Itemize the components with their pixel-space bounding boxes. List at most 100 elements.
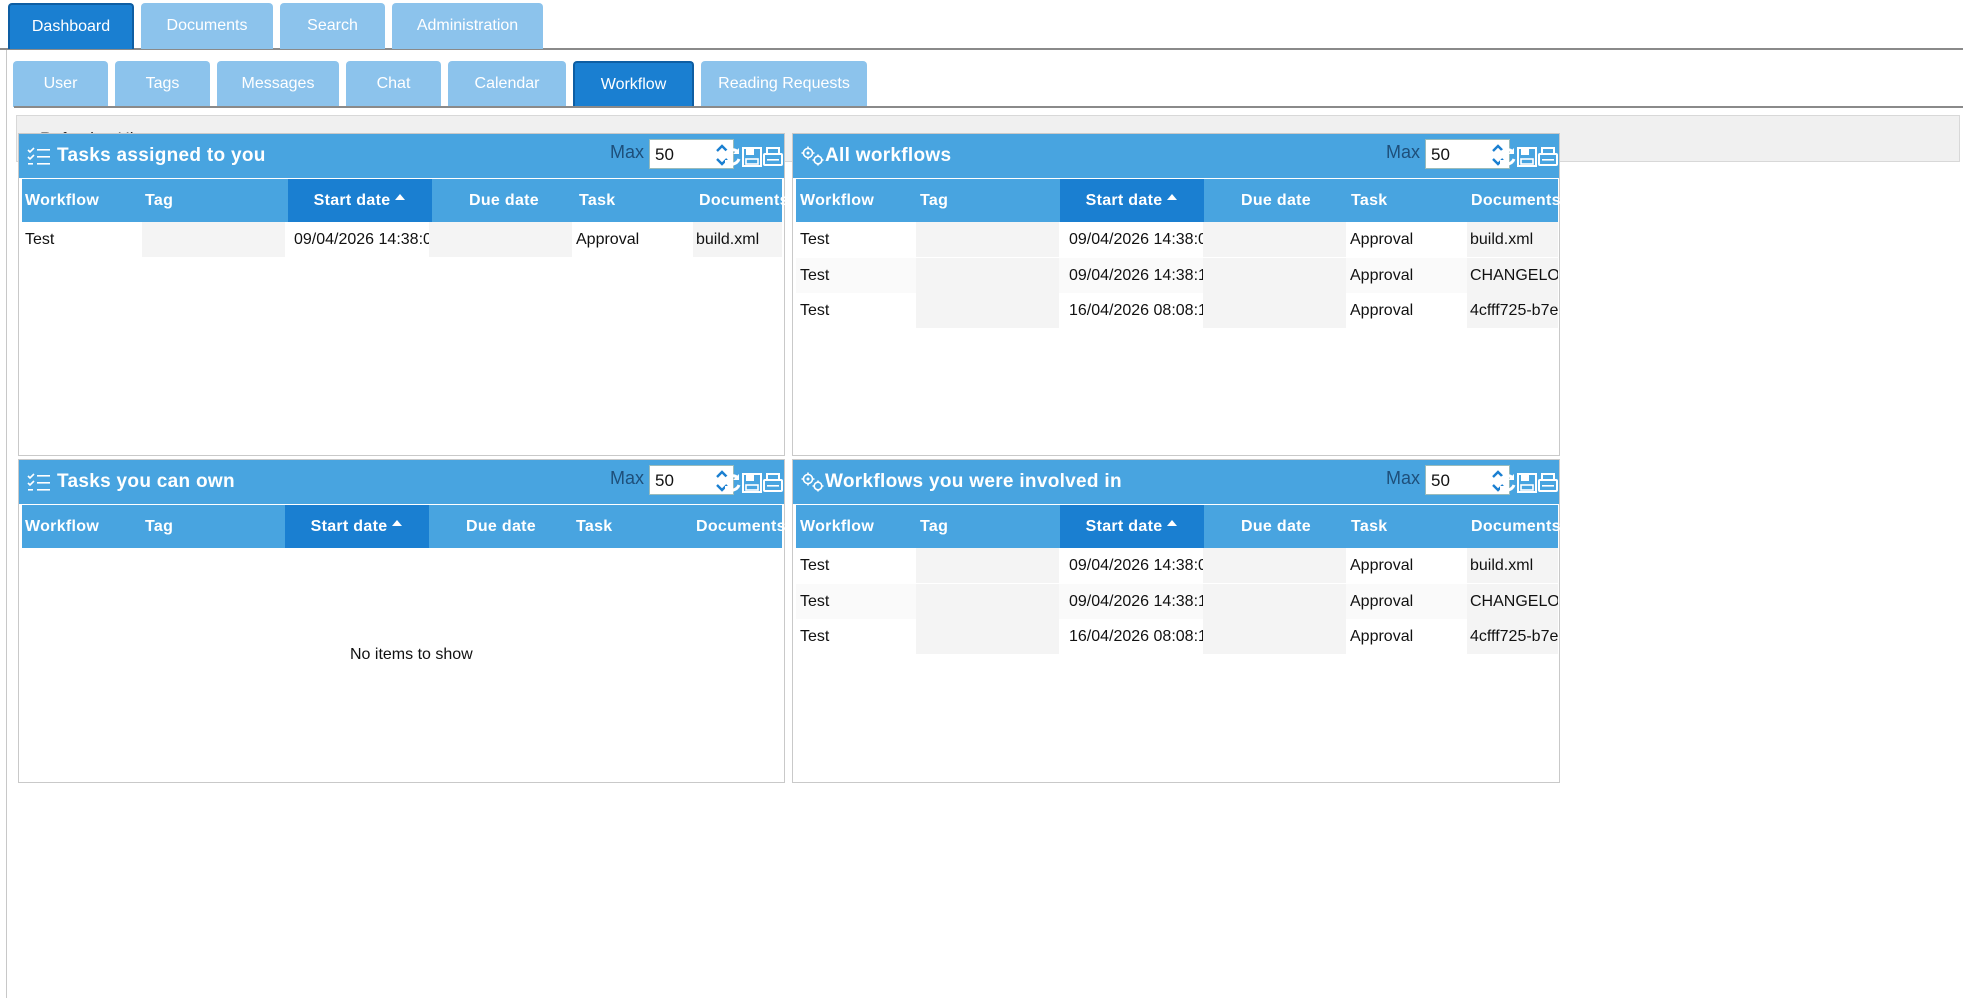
tab-administration[interactable]: Administration	[392, 3, 543, 49]
column-tag[interactable]: Tag	[920, 517, 949, 535]
cell-documents: 4cfff725-b7ee-	[1467, 619, 1558, 654]
max-value: 50	[1431, 145, 1450, 164]
cell-start-date: 09/04/2026 14:38:14	[1069, 592, 1209, 610]
max-stepper[interactable]: 50	[1425, 139, 1510, 169]
column-start-date[interactable]: Start date	[285, 505, 429, 548]
cell-start-date: 09/04/2026 14:38:14	[1069, 266, 1209, 284]
portlet-title: Tasks you can own	[57, 471, 235, 492]
max-label: Max :	[610, 468, 655, 488]
refresh-icon[interactable]	[1496, 146, 1518, 168]
refresh-icon[interactable]	[721, 146, 743, 168]
column-workflow[interactable]: Workflow	[800, 191, 875, 209]
portlet-tasks-assigned: Tasks assigned to you Max : 50 Workflo	[18, 133, 789, 456]
column-tag[interactable]: Tag	[145, 517, 174, 535]
subtab-tags[interactable]: Tags	[115, 61, 210, 107]
column-workflow[interactable]: Workflow	[25, 517, 100, 535]
max-stepper[interactable]: 50	[649, 139, 734, 169]
grid-header: Workflow Tag Start date Due date Task Do…	[796, 179, 1561, 222]
print-icon[interactable]	[1537, 472, 1559, 494]
subtab-calendar[interactable]: Calendar	[448, 61, 566, 107]
cell-due-date	[1203, 293, 1346, 328]
column-start-date[interactable]: Start date	[1060, 179, 1204, 222]
refresh-icon[interactable]	[1496, 472, 1518, 494]
table-row[interactable]: Test 09/04/2026 14:38:14 Approval CHANGE…	[796, 258, 1558, 293]
cell-start-date: 16/04/2026 08:08:11	[1069, 627, 1209, 645]
subtab-chat[interactable]: Chat	[346, 61, 441, 107]
cell-tag	[916, 584, 1059, 619]
table-row[interactable]: Test 09/04/2026 14:38:06 Approval build.…	[796, 222, 1558, 257]
print-icon[interactable]	[762, 146, 784, 168]
cell-workflow: Test	[800, 230, 830, 248]
save-icon[interactable]	[1516, 472, 1538, 494]
column-task[interactable]: Task	[1351, 517, 1388, 535]
print-icon[interactable]	[762, 472, 784, 494]
tab-dashboard[interactable]: Dashboard	[8, 3, 134, 49]
checklist-icon	[27, 473, 50, 491]
column-start-date[interactable]: Start date	[288, 179, 432, 222]
max-label: Max :	[610, 142, 655, 162]
save-icon[interactable]	[741, 146, 763, 168]
column-documents[interactable]: Documents	[1471, 517, 1561, 535]
column-task[interactable]: Task	[576, 517, 613, 535]
save-icon[interactable]	[741, 472, 763, 494]
column-label: Start date	[310, 517, 388, 535]
max-label: Max :	[1386, 142, 1431, 162]
column-workflow[interactable]: Workflow	[800, 517, 875, 535]
grid-header: Workflow Tag Start date Due date Task Do…	[22, 179, 789, 222]
cell-tag	[916, 619, 1059, 654]
save-icon[interactable]	[1516, 146, 1538, 168]
subtab-reading-requests[interactable]: Reading Requests	[701, 61, 867, 107]
gears-icon	[801, 146, 824, 166]
subtab-user[interactable]: User	[13, 61, 108, 107]
column-tag[interactable]: Tag	[145, 191, 174, 209]
tab-search[interactable]: Search	[280, 3, 385, 49]
cell-due-date	[1203, 222, 1346, 257]
column-task[interactable]: Task	[579, 191, 616, 209]
table-row[interactable]: Test 16/04/2026 08:08:11 Approval 4cfff7…	[796, 293, 1558, 328]
max-stepper[interactable]: 50	[1425, 465, 1510, 495]
cell-task: Approval	[1350, 301, 1414, 319]
table-row[interactable]: Test 16/04/2026 08:08:11 Approval 4cfff7…	[796, 619, 1558, 654]
column-start-date[interactable]: Start date	[1060, 505, 1204, 548]
table-row[interactable]: Test 09/04/2026 14:38:14 Approval CHANGE…	[796, 584, 1558, 619]
column-due-date[interactable]: Due date	[469, 191, 539, 209]
column-due-date[interactable]: Due date	[1241, 191, 1311, 209]
column-task[interactable]: Task	[1351, 191, 1388, 209]
max-value: 50	[655, 145, 674, 164]
cell-workflow: Test	[800, 627, 830, 645]
cell-tag	[916, 222, 1059, 257]
cell-tag	[142, 222, 285, 257]
column-documents[interactable]: Documents	[696, 517, 786, 535]
column-workflow[interactable]: Workflow	[25, 191, 100, 209]
tab-documents[interactable]: Documents	[141, 3, 273, 49]
column-due-date[interactable]: Due date	[466, 517, 536, 535]
portlet-title: Workflows you were involved in	[825, 471, 1122, 492]
sort-ascending-icon	[1167, 193, 1178, 200]
subtab-underline	[14, 106, 1963, 108]
grid-header: Workflow Tag Start date Due date Task Do…	[22, 505, 786, 548]
print-icon[interactable]	[1537, 146, 1559, 168]
refresh-icon[interactable]	[721, 472, 743, 494]
column-due-date[interactable]: Due date	[1241, 517, 1311, 535]
cell-documents: 4cfff725-b7ee-	[1467, 293, 1558, 328]
table-row[interactable]: Test 09/04/2026 14:38:06 Approval build.…	[22, 222, 782, 257]
column-tag[interactable]: Tag	[920, 191, 949, 209]
portlet-all-workflows: All workflows Max : 50 Workflow Ta	[792, 133, 1561, 456]
cell-tag	[916, 548, 1059, 583]
subtab-workflow[interactable]: Workflow	[573, 61, 694, 107]
subtab-messages[interactable]: Messages	[217, 61, 339, 107]
portlet-header: All workflows Max : 50	[793, 134, 1559, 178]
column-documents[interactable]: Documents	[1471, 191, 1561, 209]
cell-start-date: 09/04/2026 14:38:06	[1069, 230, 1209, 248]
cell-task: Approval	[1350, 266, 1414, 284]
max-value: 50	[1431, 471, 1450, 490]
sort-ascending-icon	[392, 519, 403, 526]
table-row[interactable]: Test 09/04/2026 14:38:06 Approval build.…	[796, 548, 1558, 583]
column-documents[interactable]: Documents	[699, 191, 789, 209]
cell-due-date	[1203, 258, 1346, 293]
cell-workflow: Test	[800, 301, 830, 319]
max-stepper[interactable]: 50	[649, 465, 734, 495]
cell-workflow: Test	[25, 230, 55, 248]
cell-task: Approval	[1350, 627, 1414, 645]
sort-ascending-icon	[395, 193, 406, 200]
